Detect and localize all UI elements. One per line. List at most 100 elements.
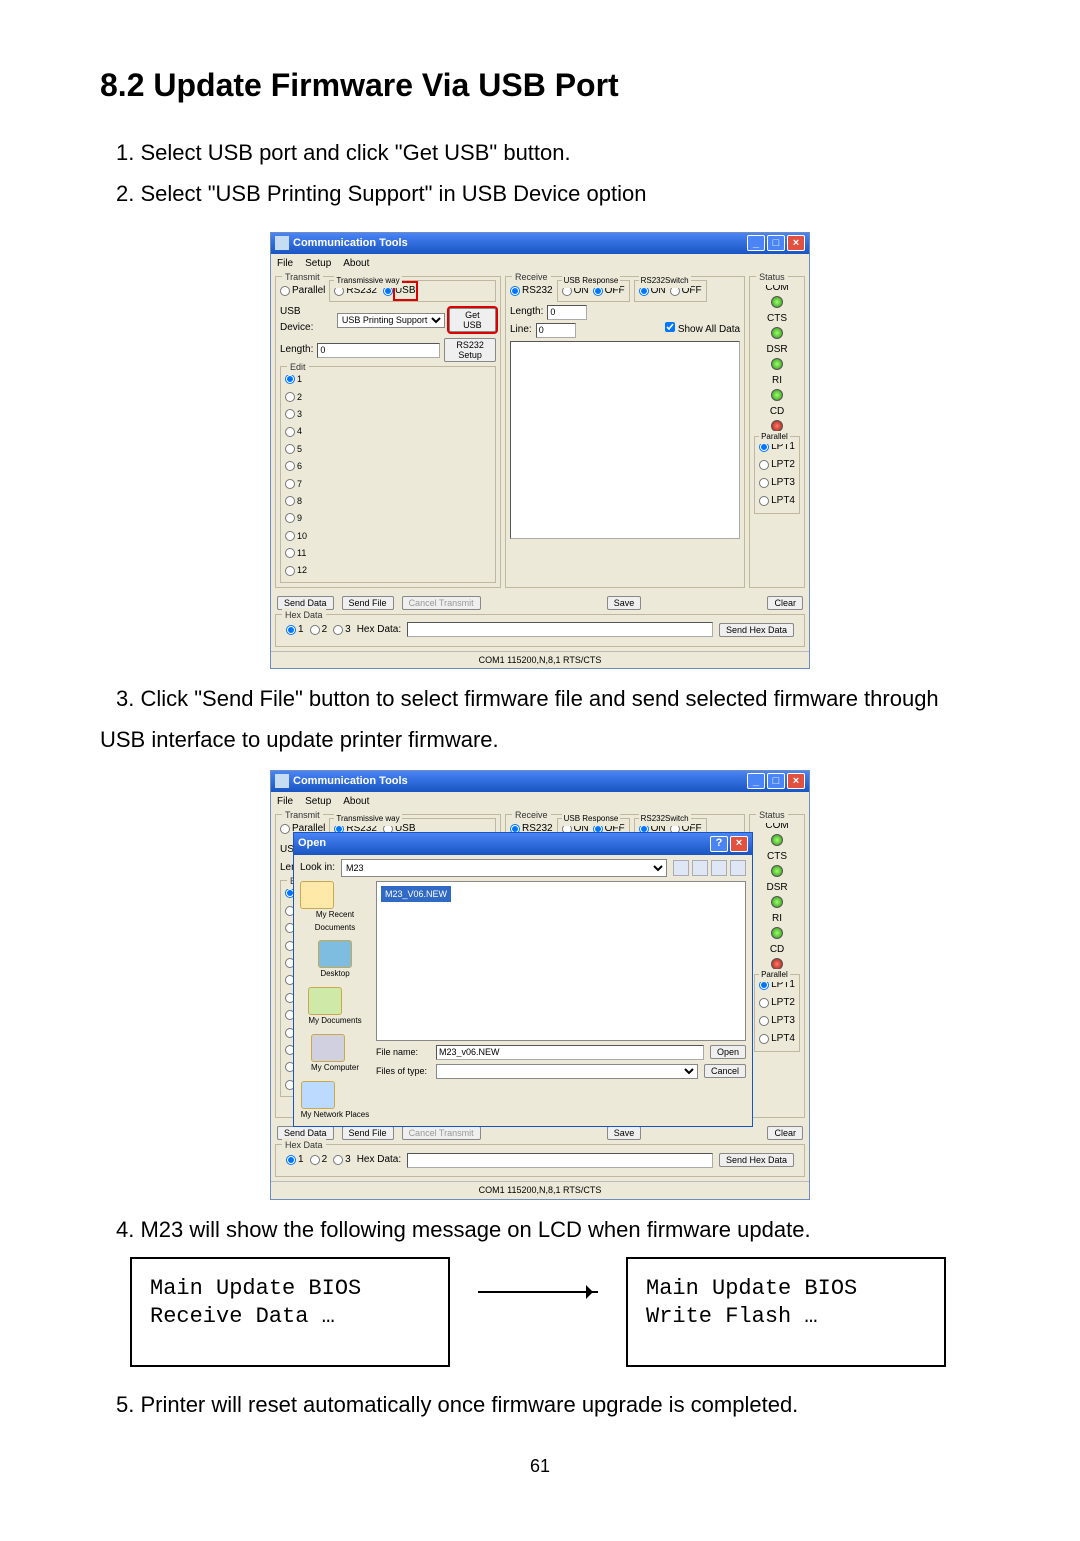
hexdata-input-2[interactable]	[407, 1153, 713, 1168]
app-icon-2	[275, 774, 289, 788]
lcd2-line2: Write Flash …	[646, 1303, 926, 1332]
edit-radio-5[interactable]: 5	[285, 442, 491, 456]
transmit-panel: Transmit Parallel Transmissive way RS232…	[275, 276, 501, 588]
status-cts: CTS	[767, 311, 787, 327]
status-panel: Status COM CTS DSR RI CD Parallel LPT1 L…	[749, 276, 805, 588]
minimize-button[interactable]: _	[747, 235, 765, 251]
parallel-grp-label: Parallel	[759, 431, 790, 444]
receive-textarea[interactable]	[510, 341, 740, 539]
maximize-button-2[interactable]: □	[767, 773, 785, 789]
titlebar[interactable]: Communication Tools _ □ ×	[271, 233, 809, 255]
views-icon[interactable]	[730, 860, 746, 876]
app-window-1: Communication Tools _ □ × File Setup Abo…	[270, 232, 810, 670]
hexdata-label: Hex Data:	[357, 622, 401, 638]
save-button[interactable]: Save	[607, 596, 642, 610]
statusbar-2: COM1 115200,N,8,1 RTS/CTS	[271, 1181, 809, 1198]
hexdata-input[interactable]	[407, 622, 713, 637]
usb-device-select[interactable]: USB Printing Support	[337, 313, 445, 328]
newfolder-icon[interactable]	[711, 860, 727, 876]
lcd-2: Main Update BIOS Write Flash …	[626, 1257, 946, 1367]
cts-led	[771, 327, 783, 339]
close-button[interactable]: ×	[787, 235, 805, 251]
cancel-transmit-button-2[interactable]: Cancel Transmit	[402, 1126, 481, 1140]
cancel-button[interactable]: Cancel	[704, 1064, 746, 1078]
filename-input[interactable]	[436, 1045, 704, 1060]
desktop-icon[interactable]	[318, 940, 352, 968]
line-input[interactable]	[536, 323, 576, 338]
com-led	[771, 296, 783, 308]
transmit-label: Transmit	[282, 270, 323, 284]
filetype-label: Files of type:	[376, 1064, 430, 1078]
edit-label: Edit	[287, 360, 309, 374]
save-button-2[interactable]: Save	[607, 1126, 642, 1140]
edit-radio-11[interactable]: 11	[285, 546, 491, 560]
radio-rs232-r[interactable]: RS232	[510, 283, 553, 299]
window-title: Communication Tools	[293, 235, 408, 253]
open-close-button[interactable]: ×	[730, 836, 748, 852]
recent-icon[interactable]	[300, 881, 334, 909]
edit-radio-9[interactable]: 9	[285, 511, 491, 525]
file-list[interactable]: M23_V06.NEW	[376, 881, 746, 1041]
mydocs-icon[interactable]	[308, 987, 342, 1015]
send-hex-button[interactable]: Send Hex Data	[719, 623, 794, 637]
hex-data-label: Hex Data	[282, 608, 326, 622]
step-2: 2. Select "USB Printing Support" in USB …	[100, 176, 980, 211]
rs232-setup-button[interactable]: RS232 Setup	[444, 338, 496, 362]
section-heading: 8.2 Update Firmware Via USB Port	[100, 60, 980, 111]
transmissive-way-label: Transmissive way	[334, 275, 401, 288]
edit-radio-10[interactable]: 10	[285, 529, 491, 543]
maximize-button[interactable]: □	[767, 235, 785, 251]
send-hex-button-2[interactable]: Send Hex Data	[719, 1153, 794, 1167]
edit-list: 1 2 3 4 5 6 7 8 9 10 11 12	[285, 372, 491, 578]
titlebar-2[interactable]: Communication Tools _ □ ×	[271, 771, 809, 793]
edit-radio-2[interactable]: 2	[285, 390, 491, 404]
menu-about[interactable]: About	[343, 256, 369, 272]
lpt4-radio[interactable]: LPT4	[759, 493, 795, 509]
open-help-button[interactable]: ?	[710, 836, 728, 852]
lpt2-radio[interactable]: LPT2	[759, 457, 795, 473]
hex-3[interactable]: 3	[333, 622, 351, 638]
ri-led	[771, 389, 783, 401]
edit-radio-7[interactable]: 7	[285, 477, 491, 491]
usb-response-label: USB Response	[562, 275, 621, 288]
send-file-button-2[interactable]: Send File	[342, 1126, 394, 1140]
edit-radio-1[interactable]: 1	[285, 372, 491, 386]
file-item[interactable]: M23_V06.NEW	[381, 886, 451, 902]
get-usb-button[interactable]: Get USB	[449, 308, 496, 332]
send-file-button[interactable]: Send File	[342, 596, 394, 610]
cancel-transmit-button[interactable]: Cancel Transmit	[402, 596, 481, 610]
mynet-icon[interactable]	[301, 1081, 335, 1109]
status-cd: CD	[770, 404, 784, 420]
length-r-input[interactable]	[547, 305, 587, 320]
edit-radio-3[interactable]: 3	[285, 407, 491, 421]
look-in-select[interactable]: M23	[341, 859, 667, 877]
hex-1[interactable]: 1	[286, 622, 304, 638]
back-icon[interactable]	[673, 860, 689, 876]
lcd1-line1: Main Update BIOS	[150, 1275, 430, 1304]
filename-label: File name:	[376, 1045, 430, 1059]
edit-radio-4[interactable]: 4	[285, 424, 491, 438]
show-all-data-check[interactable]: Show All Data	[665, 322, 740, 338]
close-button-2[interactable]: ×	[787, 773, 805, 789]
mycomp-icon[interactable]	[311, 1034, 345, 1062]
lpt3-radio[interactable]: LPT3	[759, 475, 795, 491]
menu-about-2[interactable]: About	[343, 794, 369, 810]
radio-parallel[interactable]: Parallel	[280, 283, 325, 299]
open-dialog: Open ? × Look in: M23	[293, 832, 753, 1126]
up-icon[interactable]	[692, 860, 708, 876]
hex-2[interactable]: 2	[310, 622, 328, 638]
minimize-button-2[interactable]: _	[747, 773, 765, 789]
filetype-select[interactable]	[436, 1064, 698, 1079]
edit-radio-12[interactable]: 12	[285, 563, 491, 577]
clear-button[interactable]: Clear	[767, 596, 803, 610]
length-r-label: Length:	[510, 304, 543, 320]
edit-radio-8[interactable]: 8	[285, 494, 491, 508]
arrow-icon	[478, 1291, 598, 1293]
step-3b: USB interface to update printer firmware…	[100, 722, 980, 757]
usb-device-label: USB Device:	[280, 304, 333, 336]
edit-radio-6[interactable]: 6	[285, 459, 491, 473]
open-button[interactable]: Open	[710, 1045, 746, 1059]
clear-button-2[interactable]: Clear	[767, 1126, 803, 1140]
open-dialog-title[interactable]: Open ? ×	[294, 833, 752, 855]
length-input[interactable]	[317, 343, 440, 358]
